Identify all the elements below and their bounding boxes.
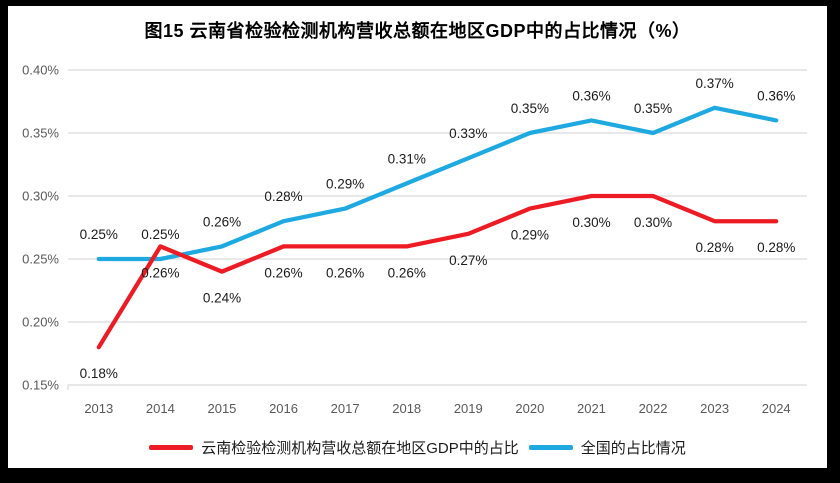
data-label: 0.18% [80, 366, 118, 381]
data-label: 0.28% [757, 240, 795, 255]
data-label: 0.37% [695, 76, 733, 91]
legend-label-yunnan: 云南检验检测机构营收总额在地区GDP中的占比 [201, 440, 519, 457]
data-label: 0.26% [388, 265, 426, 280]
data-label: 0.36% [757, 88, 795, 103]
x-tick-label: 2021 [577, 401, 606, 416]
legend-item-yunnan: 云南检验检测机构营收总额在地区GDP中的占比 [149, 437, 519, 458]
data-label: 0.25% [80, 227, 118, 242]
x-tick-label: 2022 [639, 401, 668, 416]
data-label: 0.26% [264, 265, 302, 280]
x-tick-label: 2018 [392, 401, 421, 416]
line-chart-plot: 0.40% 0.35% 0.30% 0.25% 0.20% 0.15% 2013 2014 20… [22, 63, 807, 416]
y-tick-label: 0.20% [22, 315, 59, 330]
chart-legend: 云南检验检测机构营收总额在地区GDP中的占比 全国的占比情况 [8, 437, 827, 458]
x-tick-label: 2024 [762, 401, 791, 416]
data-label: 0.31% [388, 151, 426, 166]
x-tick-label: 2014 [146, 401, 175, 416]
legend-label-national: 全国的占比情况 [580, 440, 686, 457]
x-tick-label: 2017 [331, 401, 360, 416]
data-label: 0.29% [326, 177, 364, 192]
legend-item-national: 全国的占比情况 [528, 437, 686, 458]
x-tick-label: 2013 [84, 401, 113, 416]
series-line [96, 105, 779, 262]
series-line [96, 193, 779, 350]
data-label: 0.29% [511, 228, 549, 243]
x-tick-label: 2019 [454, 401, 483, 416]
data-label: 0.33% [449, 126, 487, 141]
yunnan-series-line-swatch [149, 445, 194, 450]
data-label: 0.35% [511, 101, 549, 116]
chart-title: 图15 云南省检验检测机构营收总额在地区GDP中的占比情况（%） [144, 21, 691, 41]
data-label: 0.26% [141, 265, 179, 280]
data-label: 0.36% [572, 88, 610, 103]
y-tick-label: 0.40% [22, 63, 59, 78]
data-label: 0.30% [634, 215, 672, 230]
y-tick-label: 0.35% [22, 126, 59, 141]
national-series-line-swatch [528, 445, 573, 450]
data-label: 0.30% [572, 215, 610, 230]
data-label: 0.24% [203, 291, 241, 306]
x-tick-label: 2023 [700, 401, 729, 416]
data-label: 0.28% [695, 240, 733, 255]
chart-panel: 0.40% 0.35% 0.30% 0.25% 0.20% 0.15% 2013 2014 20… [8, 6, 827, 468]
y-tick-label: 0.30% [22, 189, 59, 204]
y-tick-label: 0.25% [22, 252, 59, 267]
x-tick-label: 2015 [207, 401, 236, 416]
data-label: 0.26% [203, 214, 241, 229]
data-label: 0.28% [264, 189, 302, 204]
x-tick-label: 2016 [269, 401, 298, 416]
data-label: 0.25% [141, 227, 179, 242]
data-label: 0.27% [449, 253, 487, 268]
data-label: 0.26% [326, 265, 364, 280]
x-tick-label: 2020 [515, 401, 544, 416]
data-label: 0.35% [634, 101, 672, 116]
y-tick-label: 0.15% [22, 378, 59, 393]
